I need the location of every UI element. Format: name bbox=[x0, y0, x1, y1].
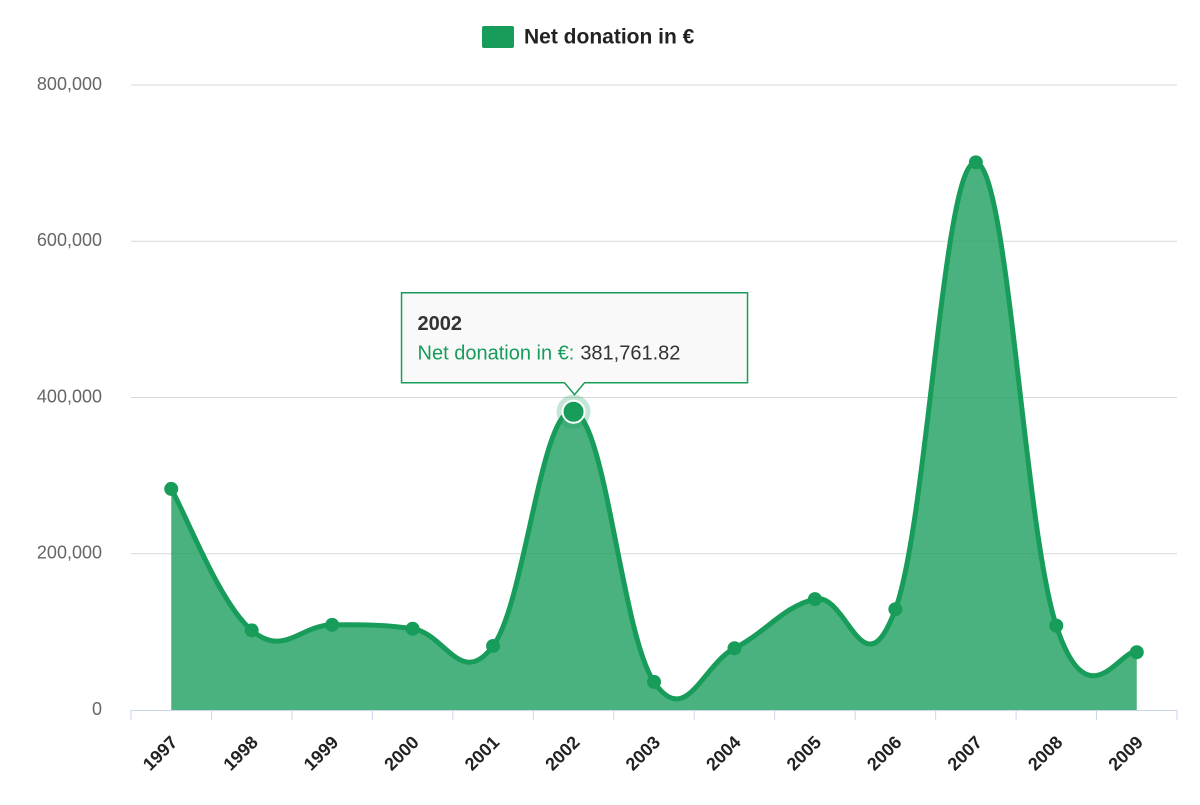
plot bbox=[164, 155, 1144, 710]
point[interactable] bbox=[968, 155, 983, 170]
y-tick-label: 400,000 bbox=[37, 386, 102, 406]
legend-swatch bbox=[482, 26, 514, 48]
tooltip-box bbox=[400, 291, 749, 396]
point[interactable] bbox=[244, 623, 259, 638]
point[interactable] bbox=[164, 481, 179, 496]
y-tick-label: 600,000 bbox=[37, 230, 102, 250]
point[interactable] bbox=[807, 592, 822, 607]
point[interactable] bbox=[325, 617, 340, 632]
point[interactable] bbox=[405, 621, 420, 636]
point[interactable] bbox=[1129, 645, 1144, 660]
y-tick-label: 0 bbox=[92, 699, 102, 719]
tooltip-title: 2002 bbox=[418, 313, 463, 335]
point[interactable] bbox=[1049, 618, 1064, 633]
area bbox=[171, 162, 1137, 710]
legend-label[interactable]: Net donation in € bbox=[524, 26, 695, 49]
legend: Net donation in € bbox=[482, 26, 695, 49]
point[interactable] bbox=[727, 641, 742, 656]
y-tick-label: 800,000 bbox=[37, 74, 102, 94]
point[interactable] bbox=[486, 638, 501, 653]
point[interactable] bbox=[561, 399, 586, 424]
tooltip: 2002 Net donation in €: 381,761.82 bbox=[400, 291, 749, 396]
point[interactable] bbox=[888, 602, 903, 617]
tooltip-value: 381,761.82 bbox=[580, 343, 680, 365]
tooltip-series: Net donation in €: bbox=[418, 343, 575, 365]
line bbox=[169, 159, 1138, 702]
point[interactable] bbox=[647, 674, 661, 689]
y-tick-label: 200,000 bbox=[37, 543, 102, 563]
tooltip-body: Net donation in €: 381,761.82 bbox=[418, 343, 681, 365]
